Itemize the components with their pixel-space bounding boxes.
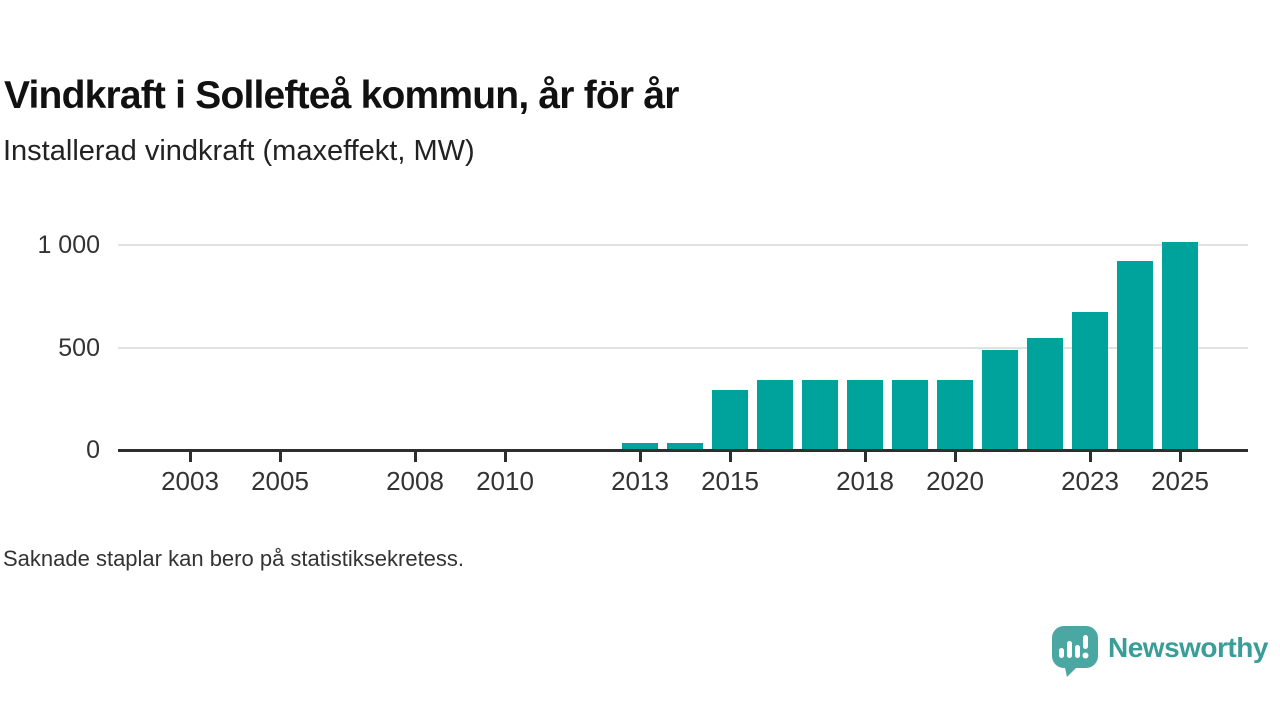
bar-2013 <box>622 442 658 450</box>
x-tick-2005 <box>278 452 282 462</box>
x-tick-2015 <box>728 452 732 462</box>
x-axis-label-2003: 2003 <box>161 466 219 496</box>
y-gridline-1000 <box>118 244 1248 246</box>
page-title: Vindkraft i Sollefteå kommun, år för år <box>4 74 679 118</box>
y-axis-label-1000: 1 000 <box>37 231 100 259</box>
y-gridline-500 <box>118 346 1248 349</box>
x-axis-label-2010: 2010 <box>476 466 534 496</box>
chart-subtitle-unit: Installerad vindkraft (maxeffekt, MW) <box>3 135 475 167</box>
newsworthy-speech-bubble-bar-chart-icon <box>1052 626 1098 677</box>
bar-2024 <box>1117 261 1153 450</box>
x-tick-2020 <box>953 452 957 462</box>
bar-2017 <box>802 380 838 450</box>
bar-2016 <box>757 380 793 450</box>
footnote: Saknade staplar kan bero på statistiksek… <box>3 546 465 571</box>
x-axis-label-2013: 2013 <box>611 466 669 496</box>
newsworthy-logo-link[interactable]: Newsworthy <box>1052 626 1268 678</box>
bar-2018 <box>847 380 883 450</box>
x-tick-2018 <box>863 452 867 462</box>
x-axis-label-2008: 2008 <box>386 466 444 496</box>
x-axis-label-2018: 2018 <box>836 466 894 496</box>
x-axis-label-2025: 2025 <box>1151 466 1209 496</box>
x-tick-2008 <box>413 452 417 462</box>
x-axis-line <box>118 449 1248 452</box>
x-tick-2013 <box>638 452 642 462</box>
plot-area <box>118 240 1248 450</box>
bar-2021 <box>982 349 1018 450</box>
newsworthy-wordmark: Newsworthy <box>1108 632 1268 663</box>
x-axis-label-2023: 2023 <box>1061 466 1119 496</box>
y-axis-label-500: 500 <box>58 333 100 362</box>
x-tick-2003 <box>188 452 192 462</box>
bar-2015 <box>712 389 748 450</box>
bar-2020 <box>937 380 973 450</box>
x-axis-label-2020: 2020 <box>926 466 984 496</box>
bar-2014 <box>667 442 703 450</box>
x-tick-2025 <box>1178 452 1182 462</box>
bar-2025 <box>1162 241 1198 450</box>
x-axis-label-2015: 2015 <box>701 466 759 496</box>
bar-2019 <box>892 380 928 450</box>
y-axis-label-0: 0 <box>86 436 100 464</box>
x-tick-2023 <box>1088 452 1092 462</box>
bar-2023 <box>1072 311 1108 450</box>
x-tick-2010 <box>503 452 507 462</box>
bar-2022 <box>1027 338 1063 450</box>
x-axis-label-2005: 2005 <box>251 466 309 496</box>
